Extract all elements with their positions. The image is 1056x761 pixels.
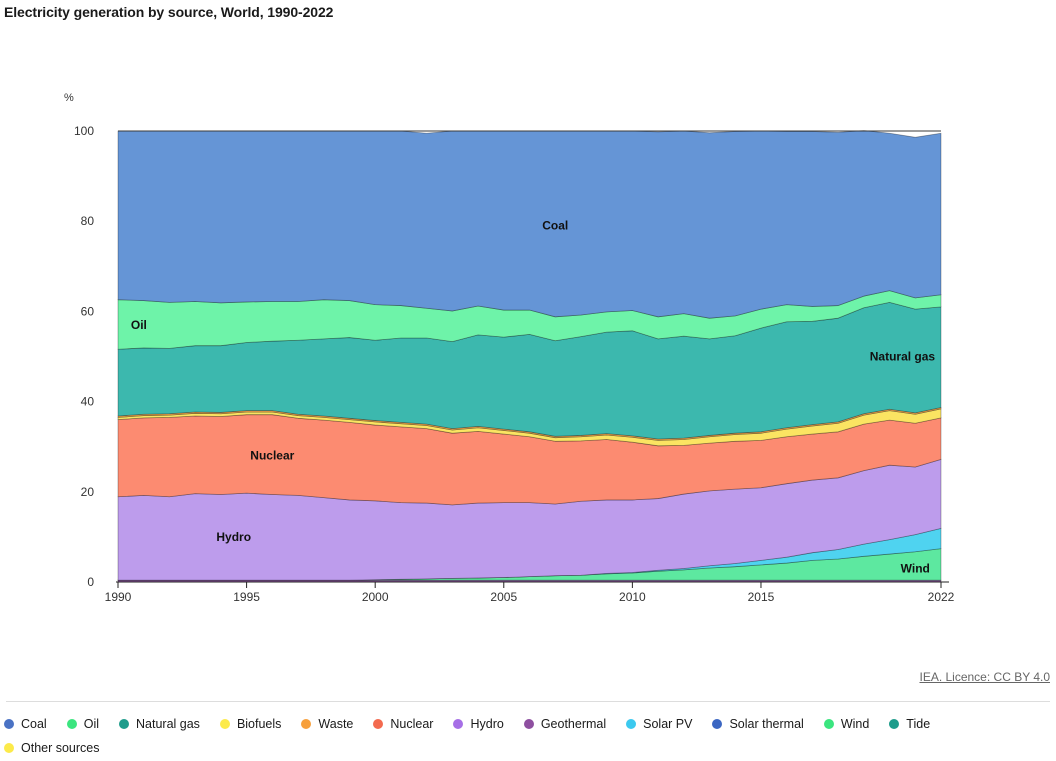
- legend-swatch: [823, 718, 834, 729]
- y-tick-label: 80: [81, 214, 95, 228]
- legend-swatch: [712, 718, 723, 729]
- legend-swatch: [66, 718, 77, 729]
- area-chart: 0 20 40 60 80 100% 1990 1995 2000 2005 2010 2015 202…: [64, 92, 955, 604]
- area-coal[interactable]: [117, 130, 942, 319]
- legend-swatch: [119, 718, 129, 729]
- y-tick-label: 60: [81, 304, 95, 318]
- area-series: [117, 130, 942, 583]
- legend-item-wind[interactable]: Wind: [823, 716, 870, 731]
- legend-swatch: [4, 742, 14, 753]
- x-tick-label: 2022: [928, 590, 955, 604]
- legend-item-nuclear[interactable]: Nuclear: [373, 716, 433, 731]
- series-label-oil: Oil: [131, 318, 147, 332]
- legend-item-biofuels[interactable]: Biofuels: [219, 716, 282, 731]
- divider: [6, 701, 1050, 702]
- legend: Coal Oil Natural gas Biofuels Waste Nuclear Hy…: [4, 716, 1004, 755]
- legend-label: Solar PV: [643, 716, 693, 731]
- legend-swatch: [453, 718, 464, 729]
- legend-item-other-sources[interactable]: Other sources: [4, 740, 100, 755]
- legend-swatch: [4, 718, 14, 729]
- x-tick-label: 2000: [362, 590, 389, 604]
- legend-label: Waste: [318, 716, 354, 731]
- series-label-nuclear: Nuclear: [250, 449, 294, 463]
- y-tick-label: 100: [74, 124, 94, 138]
- legend-label: Other sources: [21, 740, 100, 755]
- legend-item-hydro[interactable]: Hydro: [453, 716, 504, 731]
- legend-swatch: [219, 718, 230, 729]
- x-tick-label: 2015: [748, 590, 775, 604]
- chart-title: Electricity generation by source, World,…: [4, 4, 334, 20]
- annotations: Coal Oil Natural gas Nuclear Hydro Wind: [131, 219, 936, 576]
- legend-label: Solar thermal: [729, 716, 804, 731]
- legend-swatch: [523, 718, 534, 729]
- y-tick-label: 20: [81, 485, 95, 499]
- legend-label: Wind: [840, 716, 870, 731]
- series-label-hydro: Hydro: [216, 530, 251, 544]
- legend-item-tide[interactable]: Tide: [889, 716, 930, 731]
- x-tick-label: 2005: [490, 590, 517, 604]
- x-tick-label: 1990: [105, 590, 132, 604]
- legend-item-geothermal[interactable]: Geothermal: [523, 716, 607, 731]
- legend-item-solar-thermal[interactable]: Solar thermal: [712, 716, 804, 731]
- legend-label: Biofuels: [236, 716, 282, 731]
- x-tick-label: 1995: [233, 590, 260, 604]
- legend-item-natural-gas[interactable]: Natural gas: [119, 716, 200, 731]
- legend-swatch: [301, 718, 312, 729]
- legend-label: Hydro: [470, 716, 504, 731]
- legend-label: Natural gas: [136, 716, 200, 731]
- legend-label: Tide: [906, 716, 931, 731]
- y-axis-label: %: [64, 92, 74, 104]
- axes: 0 20 40 60 80 100% 1990 1995 2000 2005 2010 2015 202…: [64, 92, 955, 604]
- series-label-coal: Coal: [542, 219, 568, 233]
- legend-item-coal[interactable]: Coal: [4, 716, 47, 731]
- legend-item-waste[interactable]: Waste: [301, 716, 353, 731]
- legend-swatch: [889, 718, 900, 729]
- legend-swatch: [626, 718, 637, 729]
- legend-swatch: [373, 718, 384, 729]
- legend-item-oil[interactable]: Oil: [66, 716, 99, 731]
- legend-item-solar-pv[interactable]: Solar PV: [626, 716, 692, 731]
- series-label-wind: Wind: [901, 561, 930, 575]
- licence-link[interactable]: IEA. Licence: CC BY 4.0: [919, 670, 1050, 684]
- legend-label: Geothermal: [540, 716, 607, 731]
- x-tick-label: 2010: [619, 590, 646, 604]
- legend-label: Coal: [21, 716, 47, 731]
- legend-label: Oil: [83, 716, 99, 731]
- y-tick-label: 0: [87, 575, 94, 589]
- legend-label: Nuclear: [390, 716, 434, 731]
- series-label-natural-gas: Natural gas: [870, 350, 936, 364]
- y-tick-label: 40: [81, 395, 95, 409]
